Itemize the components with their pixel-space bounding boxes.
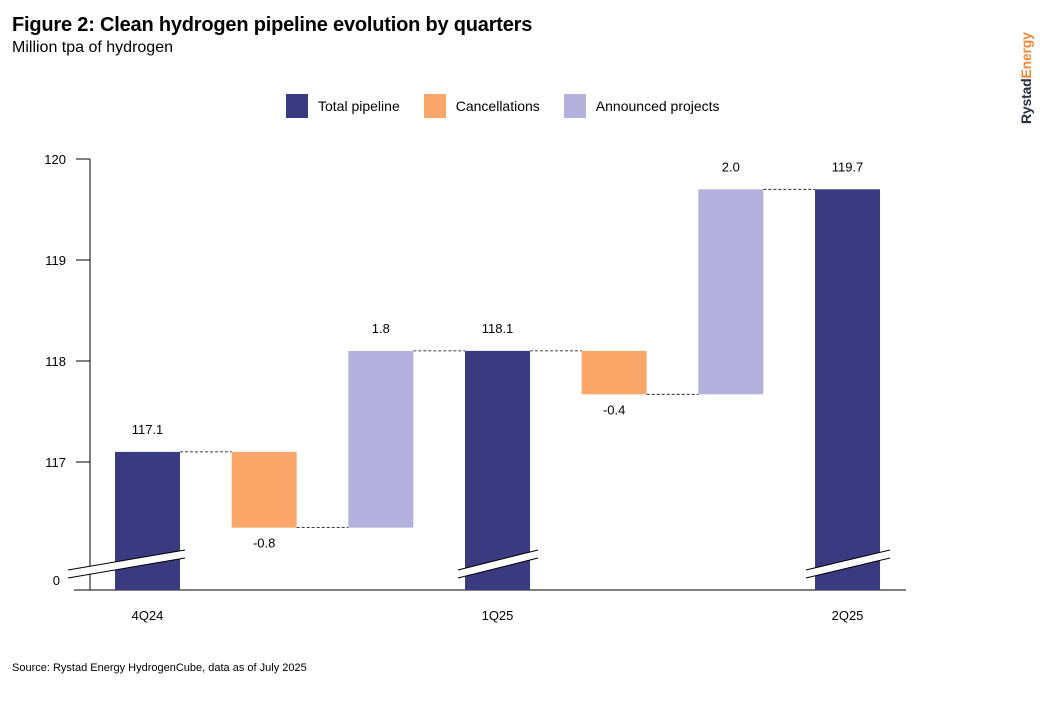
- data-label: 2.0: [722, 159, 740, 174]
- data-label: -0.4: [603, 402, 625, 417]
- legend-swatch-cancellations: [423, 94, 446, 118]
- data-label: -0.8: [253, 536, 275, 551]
- legend-item-total: Total pipeline: [286, 94, 400, 118]
- legend-swatch-total: [286, 94, 308, 118]
- bar-announced: [348, 350, 414, 528]
- axis-break-gap: [806, 550, 890, 578]
- axis-break-line: [457, 557, 539, 579]
- y-tick-label-zero: 0: [53, 573, 60, 588]
- legend-label-cancellations: Cancellations: [455, 98, 540, 114]
- chart-subtitle: Million tpa of hydrogen: [12, 39, 173, 56]
- bar-total: [465, 350, 531, 590]
- axis-break-line: [67, 549, 186, 571]
- y-tick-label: 117: [45, 455, 66, 470]
- axis-break-gap: [68, 550, 185, 578]
- bar-announced: [698, 189, 764, 395]
- x-tick-label: 1Q25: [482, 608, 514, 623]
- source-note: Source: Rystad Energy HydrogenCube, data…: [12, 662, 307, 674]
- axis-break-gap: [458, 550, 538, 578]
- legend-label-total: Total pipeline: [318, 98, 400, 114]
- axis-break-line: [457, 549, 539, 571]
- data-label: 119.7: [832, 159, 864, 174]
- data-label: 118.1: [482, 321, 514, 336]
- chart-title: Figure 2: Clean hydrogen pipeline evolut…: [12, 14, 533, 36]
- bar-cancellation: [231, 451, 297, 528]
- data-label: 117.1: [132, 422, 164, 437]
- legend-item-announced: Announced projects: [563, 94, 720, 118]
- y-tick-label: 119: [45, 253, 66, 268]
- legend-swatch-announced: [563, 94, 586, 118]
- y-tick-label: 120: [44, 152, 66, 167]
- legend-item-cancellations: Cancellations: [423, 94, 540, 118]
- axis-break-line: [805, 549, 891, 571]
- x-tick-label: 4Q24: [132, 608, 164, 623]
- y-tick-label: 118: [45, 354, 66, 369]
- axis-break-line: [67, 557, 186, 579]
- axis-break-line: [805, 557, 891, 579]
- data-label: 1.8: [372, 321, 390, 336]
- x-tick-label: 2Q25: [832, 608, 864, 623]
- bar-cancellation: [581, 350, 647, 395]
- bar-total: [815, 189, 881, 591]
- chart-legend: Total pipeline Cancellations Announced p…: [286, 94, 744, 118]
- bar-total: [115, 451, 180, 590]
- legend-label-announced: Announced projects: [595, 98, 720, 114]
